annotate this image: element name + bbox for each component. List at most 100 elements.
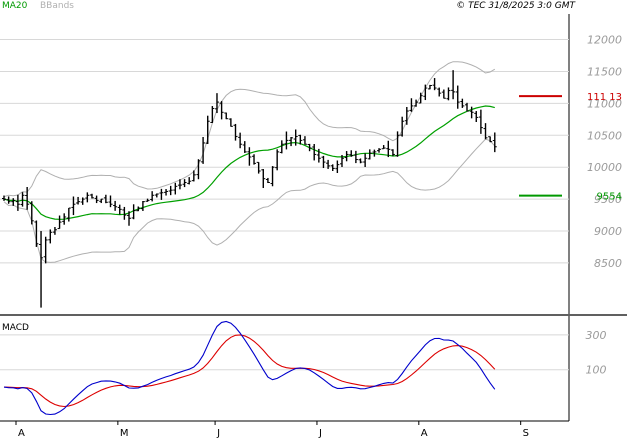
ohlc-bar [164,189,169,196]
ohlc-bar [474,111,479,123]
ohlc-bar [127,211,132,226]
ohlc-bar [432,78,437,91]
ohlc-bar [390,149,395,157]
ohlc-bar [177,179,182,190]
ohlc-bar [103,194,108,204]
x-month-label: A [421,428,428,439]
ohlc-bar [201,137,206,164]
ohlc-bar [247,147,252,166]
ohlc-bar [159,188,164,200]
ohlc-bar [113,200,118,211]
ohlc-bar [293,129,298,146]
price-tick-label: 9000 [594,225,622,238]
price-tick-label: 8500 [594,257,622,270]
ohlc-bar [20,192,25,207]
ohlc-bar [214,93,219,114]
ohlc-bar [451,70,456,100]
ohlc-bar [15,194,20,211]
ohlc-bar [404,106,409,125]
ohlc-bar [381,145,386,150]
price-marker-label: 111 13 [587,92,622,103]
ohlc-bar [358,158,363,164]
ohlc-bar [145,198,150,202]
x-month-label: A [18,428,25,439]
ohlc-bar [210,106,215,123]
ohlc-bar [353,150,358,164]
ohlc-bar [367,149,372,160]
ohlc-bar [39,231,44,308]
ohlc-bar [191,170,196,182]
ohlc-bar [94,195,99,204]
ohlc-bar [437,87,442,97]
ohlc-bar [446,87,451,101]
bband-upper-line [3,61,496,198]
ohlc-bar [131,204,136,220]
ohlc-bar [34,220,39,247]
ohlc-bar [289,136,294,147]
ohlc-bar [372,149,377,157]
ohlc-bar [25,186,30,210]
macd-label: MACD [2,323,29,333]
ohlc-bar [321,155,326,169]
ma20-legend: MA20 [2,1,28,11]
x-month-label: J [216,428,220,439]
ohlc-bar [228,118,233,127]
bband-lower-line [3,138,496,263]
ohlc-bar [279,140,284,154]
ohlc-bar [298,134,303,145]
ohlc-bar [99,198,104,204]
ohlc-bar [196,159,201,180]
ohlc-bar [270,166,275,187]
macd-tick-label: 300 [586,329,607,342]
ohlc-bar [256,161,261,174]
ohlc-bar [140,201,145,211]
ohlc-bar [66,207,71,222]
ohlc-bar [339,154,344,167]
macd-line [3,320,496,416]
ohlc-bar [275,149,280,171]
ohlc-bar [418,92,423,104]
price-tick-label: 11000 [587,97,622,110]
bbands-legend: BBands [40,1,74,11]
ohlc-bar [71,196,76,216]
x-month-label: M [120,428,129,439]
ohlc-bar [168,185,173,196]
ohlc-bar [478,109,483,134]
ohlc-bar [89,193,94,199]
ohlc-bar [205,115,210,144]
ohlc-bar [427,84,432,90]
ohlc-bar [302,136,307,145]
macd-signal-line [3,334,496,408]
ohlc-bar [465,102,469,112]
copyright-label: © TEC 31/8/2025 3:0 GMT [456,1,576,11]
ohlc-bar [409,98,414,112]
ohlc-bar [326,159,331,169]
ohlc-bar [85,192,90,203]
ohlc-bar [219,101,224,120]
ohlc-bar [62,213,67,225]
ohlc-bar [423,84,428,101]
ohlc-bar [154,193,159,198]
ohlc-bar [307,143,312,152]
ohlc-bar [117,204,122,215]
x-month-label: J [318,428,322,439]
ohlc-bar [377,148,382,153]
ohlc-bar [460,98,465,108]
ohlc-bar [441,89,446,99]
ohlc-bar [261,169,266,189]
ohlc-bar [122,206,127,220]
ohlc-bar [233,123,238,141]
ohlc-bar [6,196,11,204]
price-tick-label: 10000 [587,161,622,174]
price-panel [0,14,569,314]
price-tick-label: 9500 [594,193,622,206]
price-tick-label: 11500 [587,65,622,78]
ohlc-bar [150,191,155,202]
ohlc-bar [136,206,141,212]
ohlc-bar [108,195,113,208]
ohlc-bar [11,198,16,206]
ohlc-bar [349,150,354,157]
ohlc-bar [414,99,419,107]
ohlc-bar [187,177,192,185]
ohlc-bar [335,160,340,174]
